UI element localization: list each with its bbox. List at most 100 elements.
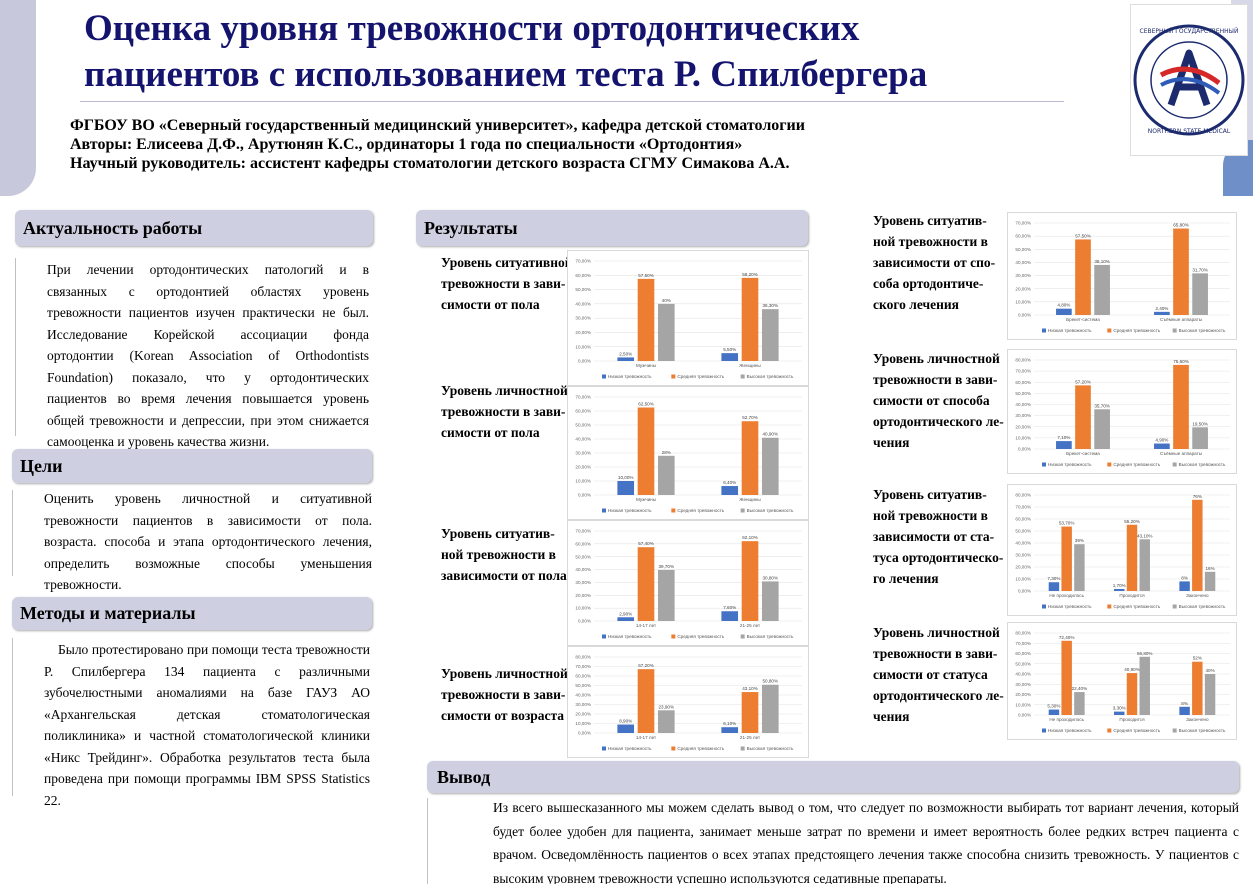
- data-label: 57,50%: [1075, 233, 1091, 238]
- chart-label-line: ной тревожности в: [873, 234, 988, 249]
- y-tick-label: 70,00%: [575, 529, 591, 534]
- y-tick-label: 30,00%: [1015, 273, 1031, 278]
- y-tick-label: 70,00%: [575, 395, 591, 400]
- chart-label-line: тревожности в зави-: [441, 687, 566, 702]
- university-logo: СЕВЕРНЫЙ ГОСУДАРСТВЕННЫЙ NORTHERN STATE …: [1130, 4, 1248, 156]
- data-label: 57,50%: [638, 273, 654, 278]
- x-tick-label: Мужчины: [636, 497, 656, 502]
- data-label: 36,30%: [762, 303, 778, 308]
- legend-label: Средняя тревожность: [1113, 462, 1160, 467]
- data-label: 8%: [1181, 575, 1188, 580]
- legend-label: Высокая тревожность: [1179, 328, 1226, 333]
- data-label: 57,20%: [1075, 379, 1091, 384]
- chart-label-c4: Уровень личностной тревожности в зави-сим…: [441, 663, 576, 726]
- legend-label: Высокая тревожность: [747, 374, 794, 379]
- data-label: 52,70%: [742, 415, 758, 420]
- legend-swatch: [671, 634, 676, 639]
- bar: [1204, 674, 1216, 715]
- chart-svg: 0,00% 10,00% 20,00% 30,00% 40,00% 50,00% 60,00…: [575, 529, 802, 639]
- bar: [637, 547, 655, 621]
- bar: [1204, 571, 1216, 591]
- data-label: 43,10%: [742, 686, 758, 691]
- authors: Авторы: Елисеева Д.Ф., Арутюнян К.С., ор…: [70, 136, 743, 153]
- bar: [721, 727, 739, 733]
- legend-label: Низкая тревожность: [608, 634, 652, 639]
- data-label: 62,50%: [638, 402, 654, 407]
- y-tick-label: 20,00%: [575, 465, 591, 470]
- chart-label-c6: Уровень личностной тревожности в зави-сим…: [873, 348, 1008, 453]
- chart-label-c8: Уровень личностной тревожности в зави-сим…: [873, 622, 1008, 727]
- authors-block: ФГБОУ ВО «Северный государственный медиц…: [70, 116, 805, 173]
- chart-label-c5: Уровень ситуатив-ной тревожности в зависи…: [873, 210, 1008, 315]
- legend-swatch: [1172, 462, 1177, 467]
- y-tick-label: 20,00%: [1015, 286, 1031, 291]
- y-tick-label: 0,00%: [578, 493, 591, 498]
- data-label: 40,90%: [762, 432, 778, 437]
- bar: [1192, 661, 1203, 715]
- legend-label: Средняя тревожность: [677, 508, 724, 513]
- data-label: 5,50%: [723, 347, 736, 352]
- legend-label: Высокая тревожность: [1179, 604, 1226, 609]
- chart-svg: 0,00% 10,00% 20,00% 30,00% 40,00% 50,00% 60,00…: [1015, 493, 1230, 609]
- data-label: 8,90%: [619, 719, 632, 724]
- bar: [1139, 656, 1150, 715]
- y-tick-label: 30,00%: [1015, 413, 1031, 418]
- data-label: 40,90%: [1124, 667, 1140, 672]
- y-tick-label: 10,00%: [575, 479, 591, 484]
- y-tick-label: 20,00%: [575, 330, 591, 335]
- legend-swatch: [740, 508, 745, 513]
- x-tick-label: Проходится: [1119, 593, 1145, 598]
- y-tick-label: 10,00%: [575, 344, 591, 349]
- data-label: 5,30%: [1047, 704, 1060, 709]
- legend-label: Средняя тревожность: [677, 746, 724, 751]
- data-label: 31,70%: [1192, 267, 1208, 272]
- y-tick-label: 60,00%: [1015, 380, 1031, 385]
- y-tick-label: 30,00%: [575, 702, 591, 707]
- legend-swatch: [602, 746, 606, 751]
- data-label: 10,00%: [618, 475, 634, 480]
- bar: [1048, 582, 1060, 591]
- y-tick-label: 20,00%: [1015, 692, 1031, 697]
- legend-swatch: [740, 374, 745, 379]
- y-tick-label: 60,00%: [575, 674, 591, 679]
- chart-c6: 0,00% 10,00% 20,00% 30,00% 40,00% 50,00% 60,00…: [1007, 349, 1237, 474]
- x-tick-label: Женщины: [739, 497, 760, 502]
- chart-c7: 0,00% 10,00% 20,00% 30,00% 40,00% 50,00% 60,00…: [1007, 484, 1237, 616]
- legend-swatch: [1172, 604, 1177, 609]
- y-tick-label: 10,00%: [1015, 702, 1031, 707]
- conclusion-text: Из всего вышесказанного мы можем сделать…: [493, 800, 1239, 884]
- bar: [657, 455, 675, 495]
- chart-label-line: чения: [873, 435, 910, 450]
- data-label: 6,10%: [723, 721, 736, 726]
- y-tick-label: 70,00%: [1015, 641, 1031, 646]
- legend-label: Средняя тревожность: [677, 634, 724, 639]
- bar: [617, 481, 635, 495]
- chart-svg: 0,00% 10,00% 20,00% 30,00% 40,00% 50,00% 60,00…: [575, 259, 802, 379]
- y-tick-label: 60,00%: [575, 273, 591, 278]
- x-tick-label: Проходится: [1119, 717, 1145, 722]
- data-label: 7,30%: [1047, 576, 1060, 581]
- svg-text:NORTHERN STATE MEDICAL: NORTHERN STATE MEDICAL: [1148, 128, 1231, 135]
- x-tick-label: 21-25 лет: [740, 623, 761, 628]
- chart-label-line: зависимости от спо-: [873, 255, 996, 270]
- relevance-text: При лечении ортодонтических патологий и …: [47, 262, 369, 449]
- bar: [1061, 526, 1072, 591]
- bar: [1061, 640, 1072, 715]
- x-tick-label: Не проходилось: [1049, 717, 1084, 722]
- data-label: 4,80%: [1057, 303, 1070, 308]
- data-label: 2,90%: [619, 611, 632, 616]
- bar: [637, 407, 655, 495]
- chart-c1: 0,00% 10,00% 20,00% 30,00% 40,00% 50,00% 60,00…: [567, 250, 809, 386]
- chart-label-line: симости от возраста: [441, 708, 565, 723]
- legend-label: Низкая тревожность: [1048, 462, 1092, 467]
- legend-label: Высокая тревожность: [1179, 728, 1226, 733]
- bar: [1056, 308, 1072, 315]
- chart-label-line: Уровень ситуатив-: [441, 526, 555, 541]
- chart-svg: 0,00% 10,00% 20,00% 30,00% 40,00% 50,00% 60,00…: [1015, 358, 1230, 467]
- bar: [761, 309, 779, 361]
- bar: [1114, 711, 1125, 715]
- bar: [1192, 427, 1208, 449]
- bar: [657, 569, 675, 621]
- chart-label-line: симости от способа: [873, 393, 990, 408]
- bar: [1075, 385, 1091, 449]
